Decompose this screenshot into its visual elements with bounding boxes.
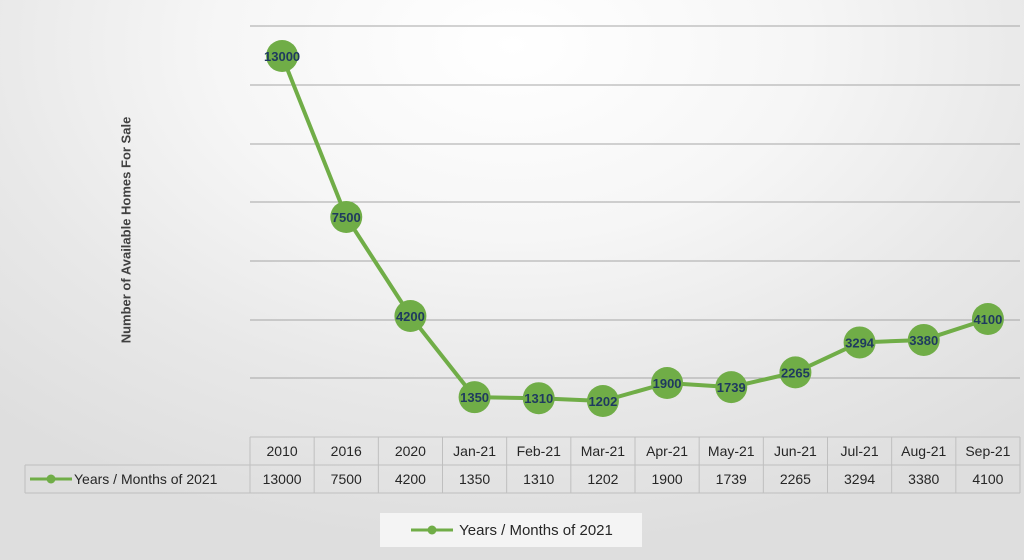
data-label: 1900 [653, 376, 682, 391]
data-label: 13000 [264, 49, 300, 64]
series-layer: 13000 7500 4200 1350 1310 1202 1900 1739 2265 329… [264, 40, 1004, 417]
data-label: 1739 [717, 380, 746, 395]
data-table: 2010 13000 2016 7500 2020 4200 Jan-21 1350 Feb-2… [24, 436, 1021, 494]
data-point [522, 382, 555, 415]
x-tick-label: Jun-21 [774, 443, 817, 459]
table-value: 3380 [908, 471, 939, 487]
x-tick-label: Feb-21 [517, 443, 562, 459]
x-tick-label: 2020 [395, 443, 426, 459]
data-label: 2265 [781, 365, 810, 380]
table-value: 1202 [587, 471, 618, 487]
data-point [330, 201, 363, 233]
x-tick-label: May-21 [708, 443, 755, 459]
series-line [280, 54, 990, 403]
data-point [394, 300, 427, 332]
legend-label: Years / Months of 2021 [459, 521, 613, 539]
data-label: 1350 [460, 390, 489, 405]
table-value: 13000 [263, 471, 302, 487]
x-tick-label: Sep-21 [965, 443, 1010, 459]
table-value: 4200 [395, 471, 426, 487]
legend-line-icon [411, 525, 454, 535]
table-value: 1900 [652, 471, 683, 487]
data-label: 4100 [973, 312, 1002, 327]
table-value: 7500 [331, 471, 362, 487]
data-label: 3294 [845, 335, 875, 350]
data-point [971, 303, 1004, 335]
table-value: 1350 [459, 471, 490, 487]
data-point [715, 371, 748, 404]
table-row-header: Years / Months of 2021 [74, 471, 218, 487]
table-value: 3294 [844, 471, 875, 487]
data-label: 1202 [588, 394, 617, 409]
table-value: 1310 [523, 471, 554, 487]
x-tick-label: Apr-21 [646, 443, 688, 459]
data-point [907, 323, 940, 356]
table-value: 1739 [716, 471, 747, 487]
x-tick-label: Mar-21 [581, 443, 626, 459]
table-value: 4100 [972, 471, 1003, 487]
x-tick-label: Aug-21 [901, 443, 946, 459]
data-point [779, 356, 812, 389]
legend: Years / Months of 2021 [380, 513, 642, 547]
data-label: 1310 [524, 391, 553, 406]
data-label: 4200 [396, 309, 425, 324]
x-tick-label: 2010 [267, 443, 298, 459]
data-label: 3380 [909, 333, 938, 348]
data-point [458, 381, 491, 414]
data-point [266, 40, 299, 72]
x-tick-label: Jan-21 [453, 443, 496, 459]
data-point [586, 385, 619, 417]
table-value: 2265 [780, 471, 811, 487]
data-label: 7500 [332, 210, 361, 225]
data-point [843, 326, 876, 359]
data-point [651, 367, 684, 399]
gridlines [250, 25, 1020, 379]
x-tick-label: 2016 [331, 443, 362, 459]
table-legend-marker [46, 474, 56, 484]
y-axis-label: Number of Available Homes For Sale [118, 116, 134, 344]
x-tick-label: Jul-21 [841, 443, 879, 459]
